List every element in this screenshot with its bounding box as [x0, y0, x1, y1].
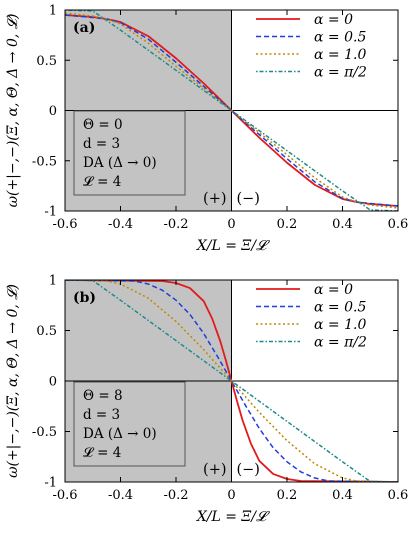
x-tick-label: -0.4	[108, 488, 133, 503]
y-tick-label: -1	[44, 476, 57, 491]
y-tick-label: 0	[49, 375, 57, 390]
x-tick-label: 0	[227, 488, 235, 503]
x-tick-label: -0.4	[108, 217, 133, 232]
info-box-line-2: d = 3	[83, 136, 120, 152]
legend-label-4: α = π/2	[314, 335, 367, 351]
legend-label-4: α = π/2	[314, 65, 367, 81]
info-box-line-2: d = 3	[83, 407, 120, 423]
legend-label-3: α = 1.0	[314, 47, 366, 63]
x-axis-label: X/L = Ξ/𝓛	[196, 238, 270, 254]
series-line-1	[65, 280, 398, 482]
y-tick-label: 1	[49, 274, 57, 289]
legend-label-2: α = 0.5	[314, 300, 366, 316]
x-tick-label: 0.6	[388, 217, 409, 232]
region-label-plus: (+)	[203, 462, 226, 478]
x-tick-label: -0.6	[52, 217, 77, 232]
info-box-line-1: Θ = 0	[83, 117, 123, 133]
legend-label-2: α = 0.5	[314, 30, 366, 46]
x-tick-label: -0.2	[163, 217, 188, 232]
x-tick-label: -0.6	[52, 488, 77, 503]
x-axis-label: X/L = Ξ/𝓛	[196, 509, 270, 525]
y-tick-label: -0.5	[32, 425, 57, 440]
info-box-line-4: 𝓛 = 4	[83, 174, 121, 190]
chart-panel-1: -0.6 -0.4 -0.2 0 0.2 0.4 0.6 -1 -0.5 0 0.5 1 X/L = Ξ…	[5, 4, 408, 255]
y-tick-label: -1	[44, 205, 57, 220]
info-box-line-4: 𝓛 = 4	[83, 445, 121, 461]
x-tick-label: 0	[227, 217, 235, 232]
info-box: Θ = 8 d = 3 DA (Δ → 0) 𝓛 = 4	[73, 381, 186, 467]
x-tick-label: 0.4	[332, 488, 353, 503]
y-tick-label: 1	[49, 4, 57, 19]
y-tick-label: 0	[49, 104, 57, 119]
info-box-line-3: DA (Δ → 0)	[83, 426, 157, 442]
legend-label-1: α = 0	[314, 282, 353, 298]
series-line-4	[65, 10, 398, 211]
info-box-frame	[73, 381, 186, 467]
x-tick-label: -0.2	[163, 488, 188, 503]
info-box-line-1: Θ = 8	[83, 388, 123, 404]
region-label-minus: (−)	[237, 462, 260, 478]
info-box: Θ = 0 d = 3 DA (Δ → 0) 𝓛 = 4	[73, 110, 186, 196]
region-label-minus: (−)	[237, 191, 260, 207]
x-tick-label: 0.2	[277, 488, 298, 503]
legend-label-1: α = 0	[314, 12, 353, 28]
region-label-plus: (+)	[203, 191, 226, 207]
legend: α = 0 α = 0.5α = 1.0 α = π/2	[256, 282, 367, 351]
x-tick-label: 0.6	[388, 488, 409, 503]
y-tick-label: 0.5	[36, 54, 57, 69]
x-tick-label: 0.4	[332, 217, 353, 232]
y-tick-label: 0.5	[36, 324, 57, 339]
panel-label: (a)	[73, 20, 95, 36]
series-line-3	[65, 12, 398, 209]
legend-label-3: α = 1.0	[314, 317, 366, 333]
info-box-line-3: DA (Δ → 0)	[83, 155, 157, 171]
y-tick-label: -0.5	[32, 154, 57, 169]
y-axis-label: ω(+|−,−)(Ξ, α, Θ, Δ → 0, 𝓛)	[5, 284, 21, 478]
y-axis-label: ω(+|−,−)(Ξ, α, Θ, Δ → 0, 𝓛)	[5, 14, 21, 208]
chart-panel-2: -0.6 -0.4 -0.2 0 0.2 0.4 0.6 -1 -0.5 0 0.5 1 X/L = Ξ…	[5, 274, 408, 526]
panel-label: (b)	[73, 290, 96, 306]
series-line-4	[65, 280, 398, 482]
x-tick-label: 0.2	[277, 217, 298, 232]
legend: α = 0 α = 0.5α = 1.0 α = π/2	[256, 12, 367, 81]
info-box-frame	[73, 110, 186, 196]
